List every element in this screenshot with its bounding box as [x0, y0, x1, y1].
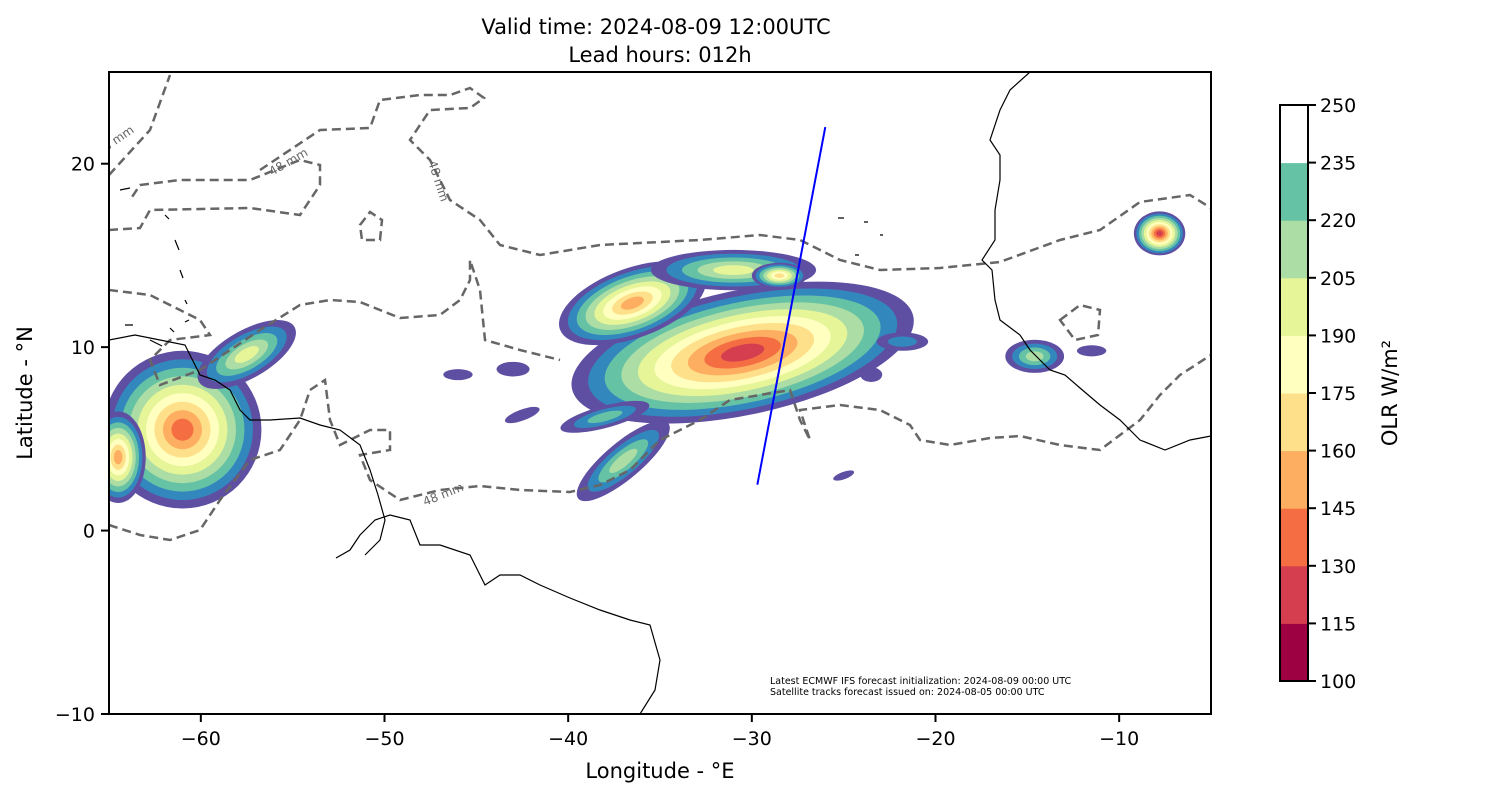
title-line-2: Lead hours: 012h — [568, 43, 751, 67]
x-tick-label: −10 — [1099, 728, 1139, 750]
y-axis-label: Latitude - °N — [13, 326, 37, 460]
precip-contour — [109, 353, 1211, 542]
colorbar-tick-label: 130 — [1320, 556, 1356, 578]
olr-contour-band — [587, 410, 623, 424]
precip-contour — [109, 74, 172, 176]
olr-contour-band — [1076, 345, 1107, 357]
x-axis-label: Longitude - °E — [585, 759, 734, 783]
olr-contour-band — [234, 346, 259, 363]
colorbar-tick-label: 190 — [1320, 325, 1356, 347]
x-tick-label: −40 — [548, 728, 588, 750]
precip-contour — [109, 158, 322, 232]
colorbar-segment — [1280, 393, 1308, 452]
olr-contour-band — [496, 361, 530, 377]
colorbar-tick-label: 160 — [1320, 441, 1356, 463]
map-area: 48 mm 48 mm 48 mm 48 mm Latest ECMWF IFS… — [109, 72, 1211, 714]
colorbar-tick-label: 115 — [1320, 613, 1356, 635]
olr-contour-band — [620, 296, 644, 310]
precip-dashed-contours — [109, 74, 1211, 542]
olr-contour-band — [1156, 230, 1163, 237]
olr-contour-band — [713, 265, 754, 276]
axes: −60 −50 −40 −30 −20 −10 −10 0 10 20 — [55, 154, 1139, 750]
olr-contour-band — [171, 418, 194, 441]
colorbar-segment — [1280, 277, 1308, 336]
title-line-1: Valid time: 2024-08-09 12:00UTC — [481, 15, 830, 39]
colorbar-segment — [1280, 105, 1308, 164]
x-tick-label: −30 — [732, 728, 772, 750]
colorbar-tick-label: 235 — [1320, 153, 1356, 175]
y-tick-label: 10 — [71, 337, 95, 359]
olr-contour-band — [860, 367, 883, 382]
colorbar-label: OLR W/m² — [1378, 340, 1402, 446]
precip-contour — [358, 210, 384, 242]
satellite-track-line — [756, 126, 827, 485]
colorbar-segment — [1280, 623, 1308, 682]
olr-contour-band — [721, 343, 765, 362]
olr-contour-band — [1025, 351, 1044, 362]
y-tick-label: 20 — [71, 154, 95, 176]
precip-contour — [109, 259, 561, 387]
colorbar-tick-label: 205 — [1320, 268, 1356, 290]
colorbar-segment — [1280, 220, 1308, 279]
coastline-central-america — [109, 334, 386, 556]
colorbar-tick-label: 175 — [1320, 383, 1356, 405]
colorbar-tick-label: 100 — [1320, 671, 1356, 693]
contour-label: 48 mm — [421, 480, 466, 509]
colorbar-segment — [1280, 565, 1308, 624]
x-tick-label: −50 — [364, 728, 404, 750]
precip-contour — [1058, 303, 1102, 342]
olr-contour-band — [833, 470, 855, 481]
map-frame — [108, 71, 1212, 715]
colorbar-tick-label: 250 — [1320, 95, 1356, 117]
precip-contour — [259, 86, 1211, 272]
olr-filled-contours — [109, 211, 1186, 509]
x-tick-label: −60 — [181, 728, 221, 750]
olr-contour-band — [113, 450, 123, 465]
olr-contour-band — [774, 273, 785, 278]
y-tick-label: 0 — [83, 521, 95, 543]
x-tick-label: −20 — [915, 728, 955, 750]
colorbar-segment — [1280, 508, 1308, 567]
olr-contour-band — [609, 448, 638, 474]
colorbar-segment — [1280, 450, 1308, 509]
colorbar-segment — [1280, 335, 1308, 394]
coastlines — [109, 72, 1211, 714]
coastline-cape-verde — [838, 217, 883, 256]
y-tick-label: −10 — [55, 704, 95, 726]
olr-contour-band — [443, 369, 473, 381]
olr-contour-band — [504, 406, 540, 424]
coastline-africa — [981, 72, 1211, 451]
colorbar-segment — [1280, 162, 1308, 221]
colorbar: 100 115 130 145 160 175 190 205 220 235 250 — [1279, 95, 1356, 693]
coastline-caribbean-islands — [119, 187, 190, 347]
olr-contour-band — [887, 336, 917, 347]
coastline-south-america — [335, 514, 661, 714]
annotation-line-1: Latest ECMWF IFS forecast initialization… — [770, 676, 1071, 687]
colorbar-tick-label: 145 — [1320, 498, 1356, 520]
colorbar-tick-label: 220 — [1320, 210, 1356, 232]
annotation-line-2: Satellite tracks forecast issued on: 202… — [770, 687, 1045, 698]
contour-label: 48 mm — [425, 159, 451, 204]
